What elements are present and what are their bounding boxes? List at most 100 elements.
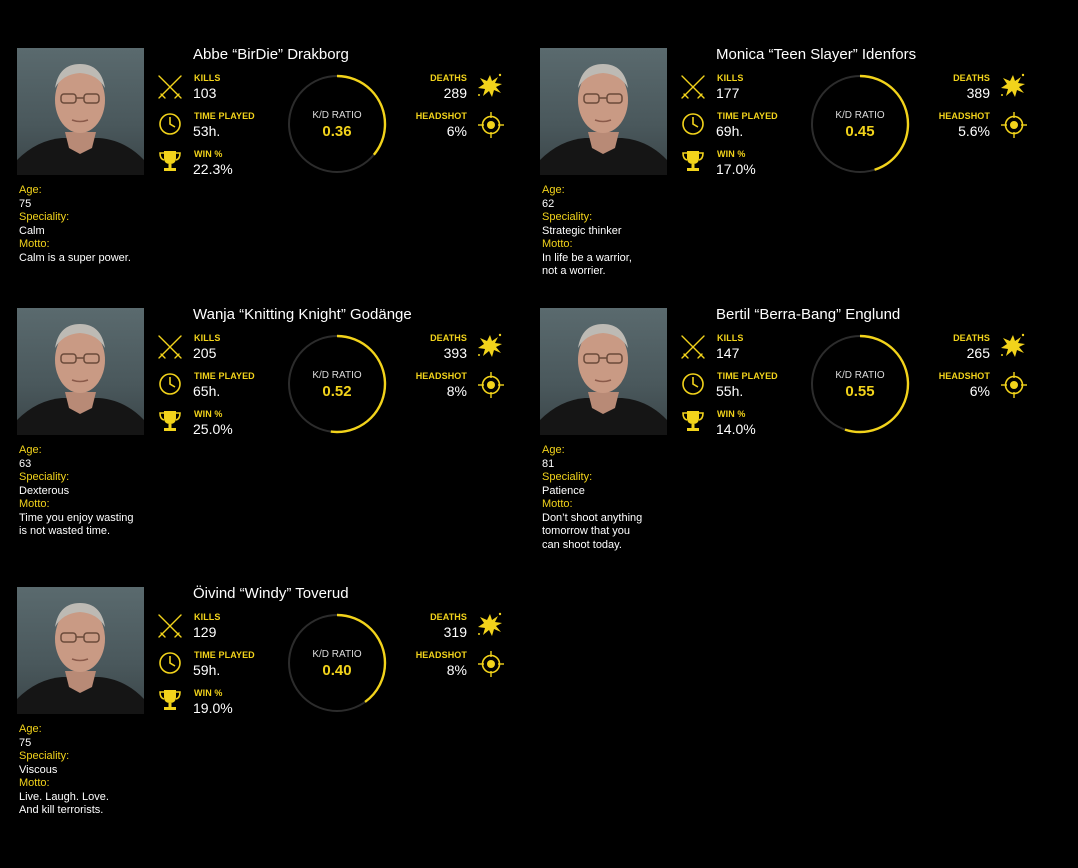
speciality-label: Speciality: bbox=[19, 750, 70, 762]
deaths-label: DEATHS bbox=[430, 333, 467, 343]
player-bio: Age: 75 Speciality: Viscous Motto: Live.… bbox=[19, 723, 169, 818]
time-played-label: TIME PLAYED bbox=[194, 371, 255, 381]
headshot-value: 6% bbox=[969, 383, 990, 399]
player-card: Wanja “Knitting Knight” Godänge KILLS 20… bbox=[17, 306, 517, 558]
kd-ratio-label: K/D RATIO bbox=[835, 370, 885, 381]
player-card: Abbe “BirDie” Drakborg KILLS 103 TIME PL… bbox=[17, 46, 517, 298]
speciality-label: Speciality: bbox=[19, 471, 70, 483]
kd-ratio-arc bbox=[287, 334, 387, 434]
kd-ratio-arc bbox=[810, 74, 910, 174]
motto-label: Motto: bbox=[19, 777, 50, 789]
speciality-value: Dexterous bbox=[19, 484, 70, 497]
player-portrait bbox=[17, 48, 144, 175]
kd-ratio-value: 0.52 bbox=[322, 383, 352, 400]
crossed-swords-icon bbox=[158, 614, 182, 638]
kills-value: 205 bbox=[193, 345, 217, 361]
deaths-label: DEATHS bbox=[953, 333, 990, 343]
deaths-value: 265 bbox=[966, 345, 990, 361]
age-label: Age: bbox=[542, 184, 565, 196]
kills-value: 129 bbox=[193, 624, 217, 640]
crosshair-icon bbox=[478, 112, 504, 138]
kills-label: KILLS bbox=[194, 73, 221, 83]
trophy-icon bbox=[159, 151, 181, 171]
kd-ratio-value: 0.55 bbox=[845, 383, 875, 400]
player-card: Öivind “Windy” Toverud KILLS 129 TIME PL… bbox=[17, 585, 517, 837]
kd-ratio-value: 0.45 bbox=[845, 123, 875, 140]
player-name: Öivind “Windy” Toverud bbox=[193, 585, 349, 602]
speciality-label: Speciality: bbox=[542, 471, 593, 483]
player-card: Bertil “Berra-Bang” Englund KILLS 147 TI… bbox=[540, 306, 1040, 558]
motto-value: In life be a warrior, not a worrier. bbox=[542, 251, 632, 278]
time-played-label: TIME PLAYED bbox=[194, 111, 255, 121]
player-bio: Age: 81 Speciality: Patience Motto: Don’… bbox=[542, 444, 692, 552]
kd-ratio-label: K/D RATIO bbox=[835, 110, 885, 121]
player-bio: Age: 75 Speciality: Calm Motto: Calm is … bbox=[19, 184, 169, 265]
speciality-value: Calm bbox=[19, 224, 45, 237]
player-name: Wanja “Knitting Knight” Godänge bbox=[193, 306, 412, 323]
crosshair-icon bbox=[1001, 112, 1027, 138]
kd-ratio-arc bbox=[287, 613, 387, 713]
player-name: Abbe “BirDie” Drakborg bbox=[193, 46, 349, 63]
clock-icon bbox=[159, 113, 181, 135]
deaths-label: DEATHS bbox=[953, 73, 990, 83]
crossed-swords-icon bbox=[158, 75, 182, 99]
kd-ratio-gauge bbox=[810, 334, 910, 434]
headshot-label: HEADSHOT bbox=[938, 111, 990, 121]
splatter-icon bbox=[1001, 73, 1025, 97]
win-label: WIN % bbox=[194, 409, 223, 419]
age-label: Age: bbox=[19, 184, 42, 196]
motto-value: Don’t shoot anything tomorrow that you c… bbox=[542, 511, 643, 551]
time-played-label: TIME PLAYED bbox=[194, 650, 255, 660]
win-value: 25.0% bbox=[193, 421, 233, 437]
kd-ratio-gauge bbox=[810, 74, 910, 174]
player-card: Monica “Teen Slayer” Idenfors KILLS 177 … bbox=[540, 46, 1040, 298]
kd-ratio-label: K/D RATIO bbox=[312, 370, 362, 381]
deaths-value: 319 bbox=[443, 624, 467, 640]
crosshair-icon bbox=[478, 372, 504, 398]
age-label: Age: bbox=[542, 444, 565, 456]
splatter-icon bbox=[478, 333, 502, 357]
headshot-label: HEADSHOT bbox=[415, 111, 467, 121]
age-value: 81 bbox=[542, 457, 555, 470]
splatter-icon bbox=[478, 612, 502, 636]
player-bio: Age: 63 Speciality: Dexterous Motto: Tim… bbox=[19, 444, 169, 539]
kills-label: KILLS bbox=[717, 73, 744, 83]
headshot-value: 8% bbox=[446, 383, 467, 399]
kd-ratio-gauge bbox=[287, 613, 387, 713]
kd-ratio-value: 0.40 bbox=[322, 662, 352, 679]
motto-value: Calm is a super power. bbox=[19, 251, 131, 264]
crosshair-icon bbox=[478, 651, 504, 677]
age-value: 75 bbox=[19, 197, 32, 210]
player-portrait bbox=[540, 48, 667, 175]
win-label: WIN % bbox=[717, 149, 746, 159]
kd-ratio-arc bbox=[810, 334, 910, 434]
speciality-label: Speciality: bbox=[19, 211, 70, 223]
splatter-icon bbox=[1001, 333, 1025, 357]
player-portrait bbox=[17, 308, 144, 435]
trophy-icon bbox=[159, 690, 181, 710]
age-value: 63 bbox=[19, 457, 32, 470]
headshot-value: 6% bbox=[446, 123, 467, 139]
win-label: WIN % bbox=[194, 688, 223, 698]
motto-value: Live. Laugh. Love. And kill terrorists. bbox=[19, 790, 109, 817]
crossed-swords-icon bbox=[681, 335, 705, 359]
kills-label: KILLS bbox=[194, 612, 221, 622]
crossed-swords-icon bbox=[158, 335, 182, 359]
deaths-value: 289 bbox=[443, 85, 467, 101]
kd-ratio-value: 0.36 bbox=[322, 123, 352, 140]
clock-icon bbox=[159, 373, 181, 395]
crosshair-icon bbox=[1001, 372, 1027, 398]
age-value: 75 bbox=[19, 736, 32, 749]
motto-value: Time you enjoy wasting is not wasted tim… bbox=[19, 511, 134, 538]
deaths-value: 389 bbox=[966, 85, 990, 101]
headshot-label: HEADSHOT bbox=[415, 371, 467, 381]
headshot-label: HEADSHOT bbox=[415, 650, 467, 660]
speciality-label: Speciality: bbox=[542, 211, 593, 223]
clock-icon bbox=[682, 373, 704, 395]
win-value: 17.0% bbox=[716, 161, 756, 177]
kills-value: 103 bbox=[193, 85, 217, 101]
trophy-icon bbox=[682, 151, 704, 171]
time-played-value: 55h. bbox=[716, 383, 744, 399]
kd-ratio-label: K/D RATIO bbox=[312, 110, 362, 121]
motto-label: Motto: bbox=[542, 238, 573, 250]
